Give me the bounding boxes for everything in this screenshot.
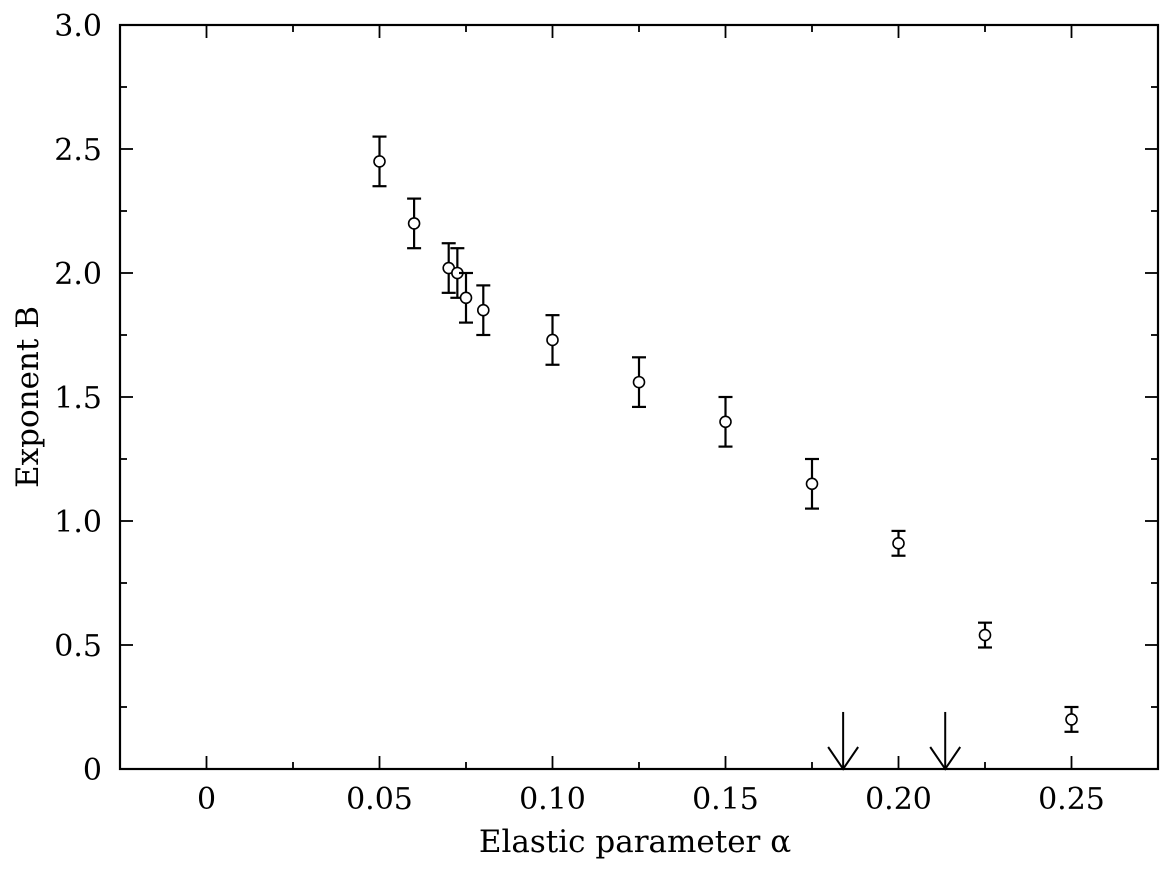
x-tick-label: 0.10: [519, 782, 586, 817]
data-point-marker: [459, 291, 473, 305]
y-tick-label: 3.0: [54, 9, 102, 44]
data-point-group: [459, 271, 473, 324]
data-point-marker: [805, 477, 819, 491]
data-point-group: [407, 197, 422, 250]
x-tick-labels: 0 0.05 0.10 0.15 0.20 0.25: [197, 782, 1105, 817]
x-tick-label: 0.25: [1038, 782, 1105, 817]
x-tick-label: 0.05: [346, 782, 413, 817]
x-axis-label: Elastic parameter α: [479, 824, 791, 860]
annotation-arrows: [827, 711, 962, 771]
data-points: [372, 135, 1079, 733]
data-point-marker: [1065, 713, 1078, 726]
data-point-marker: [546, 333, 559, 347]
data-point-group: [978, 621, 992, 649]
y-axis-label: Exponent B: [10, 306, 46, 488]
data-point-group: [372, 135, 387, 188]
x-tick-label: 0: [197, 782, 216, 817]
data-point-group: [441, 242, 456, 294]
y-tick-label: 0.5: [54, 629, 102, 664]
y-tick-labels: 0 0.5 1.0 1.5 2.0 2.5 3.0: [54, 9, 102, 788]
data-point-marker: [476, 303, 490, 317]
data-point-group: [805, 457, 819, 510]
data-point-group: [891, 529, 906, 557]
data-point-group: [450, 247, 465, 299]
data-point-marker: [373, 155, 386, 168]
data-point-marker: [892, 537, 905, 550]
x-tick-label: 0.20: [865, 782, 932, 817]
data-point-marker: [407, 217, 421, 230]
data-point-group: [718, 395, 733, 448]
y-tick-label: 1.5: [54, 381, 102, 416]
data-point-marker: [632, 375, 646, 389]
y-tick-label: 2.5: [54, 133, 102, 168]
data-point-marker: [719, 415, 732, 429]
y-tick-label: 1.0: [54, 505, 102, 540]
y-tick-label: 2.0: [54, 257, 102, 292]
arrow-head: [827, 746, 859, 771]
arrow-head: [929, 746, 962, 771]
data-point-group: [632, 356, 646, 409]
data-point-group: [1064, 705, 1079, 733]
x-tick-label: 0.15: [692, 782, 759, 817]
y-tick-label: 0: [83, 753, 102, 788]
axis-ticks: [119, 24, 1159, 770]
data-point-marker: [978, 628, 992, 642]
data-point-group: [476, 284, 491, 337]
data-point-group: [545, 314, 560, 366]
